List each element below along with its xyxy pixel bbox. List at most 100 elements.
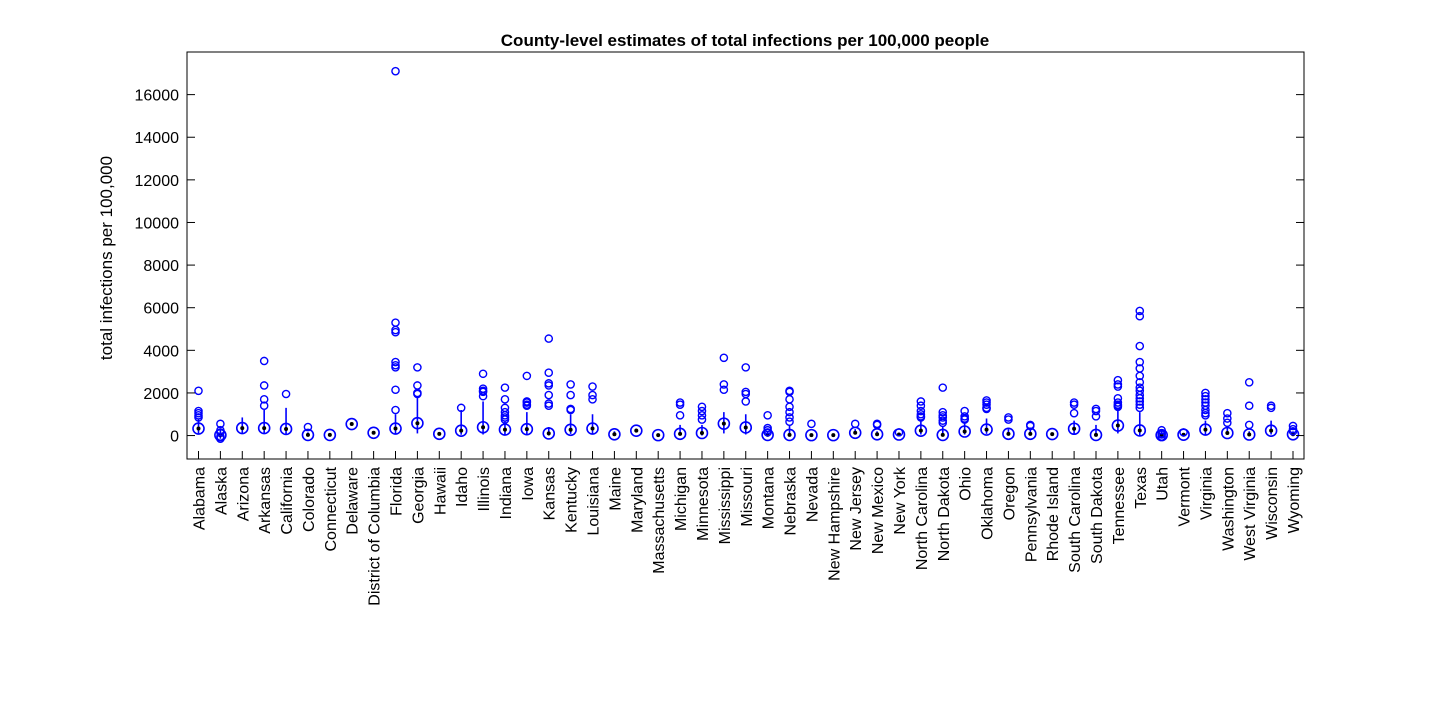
median-dot bbox=[262, 426, 267, 431]
x-tick-label: South Dakota bbox=[1089, 467, 1106, 564]
outlier-point bbox=[763, 428, 772, 437]
outlier-point bbox=[741, 363, 751, 372]
outlier-point bbox=[194, 413, 203, 422]
x-tick-label: Colorado bbox=[301, 467, 318, 532]
outlier-point bbox=[1223, 408, 1232, 418]
median-circle bbox=[629, 424, 643, 437]
outlier-point bbox=[1135, 377, 1145, 387]
outlier-point bbox=[982, 404, 991, 414]
x-tick-label: Missouri bbox=[739, 467, 756, 527]
outlier-point bbox=[522, 371, 532, 381]
x-tick-label: Connecticut bbox=[323, 466, 340, 551]
outlier-point bbox=[1135, 306, 1145, 316]
y-tick-label: 10000 bbox=[135, 215, 180, 232]
x-tick-label: District of Columbia bbox=[367, 467, 384, 606]
outlier-point bbox=[303, 422, 313, 432]
median-dot bbox=[327, 432, 332, 437]
median-dot bbox=[196, 426, 201, 431]
median-dot bbox=[1203, 427, 1208, 432]
outlier-point bbox=[216, 428, 225, 437]
outlier-point bbox=[544, 334, 554, 343]
y-axis-label: total infections per 100,000 bbox=[97, 156, 116, 360]
outlier-point bbox=[1244, 377, 1254, 387]
median-circle bbox=[1221, 426, 1234, 440]
outlier-point bbox=[544, 401, 554, 411]
x-tick-label: Florida bbox=[389, 467, 406, 516]
y-tick-label: 2000 bbox=[143, 386, 179, 403]
outlier-point bbox=[741, 397, 751, 406]
outlier-point bbox=[785, 402, 794, 412]
x-tick-label: Georgia bbox=[410, 467, 427, 524]
x-tick-label: Oklahoma bbox=[980, 467, 997, 540]
x-tick-label: Washington bbox=[1220, 467, 1237, 551]
median-dot bbox=[524, 427, 529, 432]
median-circle bbox=[586, 422, 599, 435]
median-circle bbox=[1067, 422, 1081, 436]
median-circle bbox=[323, 428, 337, 442]
outlier-point bbox=[1004, 415, 1013, 424]
outlier-point bbox=[1113, 402, 1123, 412]
x-tick-label: Mississippi bbox=[717, 467, 734, 544]
median-dot bbox=[699, 431, 704, 436]
outlier-point bbox=[916, 413, 926, 422]
x-tick-label: Delaware bbox=[345, 467, 362, 535]
median-circle bbox=[1089, 428, 1103, 442]
outlier-point bbox=[1091, 406, 1101, 416]
x-tick-label: Indiana bbox=[498, 467, 515, 520]
median-circle bbox=[564, 423, 577, 437]
x-tick-label: Nebraska bbox=[783, 467, 800, 536]
outlier-point bbox=[1157, 432, 1166, 441]
outlier-point bbox=[216, 434, 225, 444]
x-tick-label: Nevada bbox=[804, 467, 821, 522]
median-dot bbox=[962, 429, 967, 434]
chart-title: County-level estimates of total infectio… bbox=[501, 31, 989, 50]
outlier-point bbox=[1288, 421, 1298, 431]
x-tick-label: Maryland bbox=[629, 467, 646, 533]
median-circle bbox=[1286, 427, 1300, 441]
x-tick-label: Arkansas bbox=[257, 467, 274, 534]
x-tick-label: New Jersey bbox=[848, 467, 865, 551]
outlier-point bbox=[478, 387, 488, 397]
y-tick-label: 0 bbox=[170, 429, 179, 446]
outlier-point bbox=[544, 390, 554, 400]
median-circle bbox=[476, 420, 490, 434]
outlier-point bbox=[1135, 400, 1145, 409]
outlier-point bbox=[588, 395, 597, 404]
median-dot bbox=[634, 428, 639, 433]
outlier-point bbox=[259, 401, 269, 411]
outlier-point bbox=[938, 383, 948, 392]
outlier-point bbox=[1201, 405, 1210, 415]
median-circle bbox=[389, 422, 402, 435]
outlier-point bbox=[1288, 426, 1298, 436]
x-tick-label: Iowa bbox=[520, 467, 537, 501]
outlier-point bbox=[588, 382, 597, 391]
median-circle bbox=[1002, 427, 1015, 441]
median-circle bbox=[805, 428, 818, 442]
median-circle bbox=[936, 428, 950, 442]
outlier-point bbox=[785, 417, 794, 427]
median-circle bbox=[432, 427, 446, 441]
outlier-point bbox=[1201, 395, 1210, 404]
x-axis-ticks: Alabama Alaska Arizona Arkansas California Co… bbox=[192, 451, 1303, 606]
x-tick-label: Wyoming bbox=[1286, 467, 1303, 534]
outlier-point bbox=[785, 413, 794, 422]
x-tick-label: Tennessee bbox=[1111, 467, 1128, 544]
x-tick-label: Massachusetts bbox=[651, 467, 668, 574]
outlier-point bbox=[1135, 393, 1145, 403]
outlier-point bbox=[1223, 418, 1232, 428]
outlier-point bbox=[938, 418, 948, 428]
outlier-point bbox=[1135, 397, 1145, 406]
outlier-point bbox=[916, 401, 926, 411]
x-tick-label: South Carolina bbox=[1067, 467, 1084, 573]
x-tick-label: Kentucky bbox=[564, 467, 581, 533]
x-tick-label: New Mexico bbox=[870, 467, 887, 554]
median-circle bbox=[1199, 423, 1212, 436]
outlier-point bbox=[1201, 388, 1210, 398]
median-dot bbox=[371, 430, 376, 435]
outlier-point bbox=[413, 389, 422, 399]
median-dot bbox=[853, 430, 858, 435]
median-dot bbox=[1006, 431, 1011, 436]
median-dot bbox=[612, 432, 617, 437]
outlier-point bbox=[1069, 408, 1079, 418]
median-dot bbox=[984, 427, 989, 432]
